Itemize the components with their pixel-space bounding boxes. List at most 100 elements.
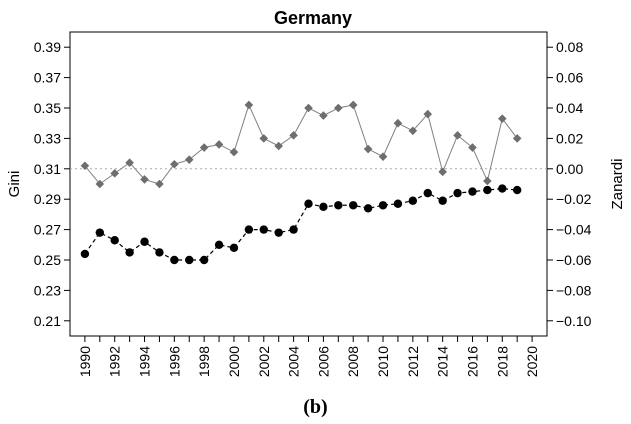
x-tick-label: 1994 xyxy=(137,346,153,377)
left-tick-label: 0.31 xyxy=(34,161,61,177)
gini-data-point xyxy=(95,228,105,237)
gini-data-point xyxy=(199,255,209,265)
gini-data-point xyxy=(483,185,492,195)
zanardi-data-point xyxy=(259,134,269,143)
zanardi-data-point xyxy=(214,140,224,149)
zanardi-data-point xyxy=(170,159,179,169)
right-tick-label: 0.08 xyxy=(556,39,583,55)
gini-data-point xyxy=(214,240,224,249)
zanardi-data-point xyxy=(289,131,298,140)
gini-data-point xyxy=(468,187,477,196)
chart-title: Germany xyxy=(274,8,352,28)
gini-data-point xyxy=(512,185,522,195)
zanardi-data-point xyxy=(512,134,522,143)
x-tick-label: 2010 xyxy=(375,346,391,377)
gini-data-point xyxy=(393,199,403,208)
gini-data-point xyxy=(334,201,343,210)
gini-data-point xyxy=(125,248,134,257)
zanardi-data-point xyxy=(408,126,418,136)
gini-data-point xyxy=(319,202,328,211)
x-tick-label: 2008 xyxy=(345,346,361,377)
zanardi-data-point xyxy=(184,155,194,164)
right-axis-label: Zanardi xyxy=(609,159,626,210)
x-axis: 1990 1992 1994 1996 1998 2000 2002 2004 2006 2008… xyxy=(77,336,540,377)
left-tick-label: 0.29 xyxy=(34,191,61,207)
gini-data-point xyxy=(274,228,283,237)
plot-area-frame xyxy=(69,31,548,337)
series-layer xyxy=(80,100,522,265)
right-tick-label: 0.04 xyxy=(556,100,583,116)
x-tick-label: 2016 xyxy=(464,346,480,377)
zanardi-data-point xyxy=(199,143,209,152)
gini-data-point xyxy=(289,225,298,234)
gini-data-point xyxy=(80,249,90,259)
zanardi-data-point xyxy=(468,143,477,152)
gini-data-point xyxy=(244,225,254,234)
right-tick-label: −0.04 xyxy=(556,222,592,238)
zanardi-data-point xyxy=(334,103,343,113)
right-tick-label: −0.08 xyxy=(556,282,592,298)
zanardi-series-line xyxy=(84,103,518,185)
right-y-axis: −0.10 −0.08 −0.06 −0.04 −0.02 0.00 0.02 0.04 0.0… xyxy=(547,39,592,329)
right-tick-label: 0.02 xyxy=(556,130,583,146)
zanardi-data-point xyxy=(438,167,447,177)
right-tick-label: 0.00 xyxy=(556,161,583,177)
gini-data-point xyxy=(185,255,194,265)
zanardi-data-point xyxy=(274,141,283,151)
zanardi-data-point xyxy=(378,152,388,161)
gini-data-point xyxy=(259,225,268,234)
x-tick-label: 1998 xyxy=(196,346,212,377)
left-tick-label: 0.39 xyxy=(34,39,61,55)
left-axis-label: Gini xyxy=(6,171,23,198)
zanardi-data-point xyxy=(80,161,90,171)
x-tick-label: 1990 xyxy=(77,346,93,377)
gini-data-point xyxy=(438,196,447,205)
gini-data-point xyxy=(110,236,119,245)
x-tick-label: 1996 xyxy=(166,346,182,377)
gini-data-point xyxy=(453,188,462,198)
x-tick-label: 2004 xyxy=(286,346,302,377)
left-tick-label: 0.25 xyxy=(34,252,61,268)
left-y-axis: 0.21 0.23 0.25 0.27 0.29 0.31 0.33 0.35 0.37 0.39 xyxy=(34,39,70,329)
gini-data-point xyxy=(408,196,418,205)
gini-data-point xyxy=(229,243,239,253)
left-tick-label: 0.27 xyxy=(34,222,61,238)
gini-data-point xyxy=(304,199,313,208)
gini-series-line xyxy=(84,187,518,261)
zanardi-data-point xyxy=(155,179,164,189)
gini-data-point xyxy=(363,204,373,213)
zanardi-data-point xyxy=(140,175,149,184)
zanardi-data-point xyxy=(348,100,358,110)
zanardi-data-point xyxy=(319,111,328,120)
zanardi-data-point xyxy=(363,144,373,154)
gini-data-point xyxy=(498,184,507,193)
right-tick-label: −0.10 xyxy=(556,313,592,329)
left-tick-label: 0.33 xyxy=(34,130,61,146)
x-tick-label: 2012 xyxy=(405,346,421,377)
right-tick-label: 0.06 xyxy=(556,70,583,86)
zanardi-data-point xyxy=(244,100,254,110)
figure-caption: (b) xyxy=(303,396,328,418)
gini-data-point xyxy=(155,248,164,257)
x-tick-label: 1992 xyxy=(107,346,123,377)
x-tick-label: 2014 xyxy=(435,346,451,377)
left-tick-label: 0.37 xyxy=(34,70,61,86)
zanardi-data-point xyxy=(229,147,239,157)
zanardi-data-point xyxy=(423,109,433,119)
zanardi-data-point xyxy=(125,158,134,168)
gini-data-point xyxy=(378,201,388,210)
zanardi-data-point xyxy=(453,131,462,140)
x-tick-label: 2000 xyxy=(226,346,242,377)
zanardi-data-point xyxy=(497,114,507,123)
left-tick-label: 0.23 xyxy=(34,282,61,298)
zanardi-data-point xyxy=(483,176,492,186)
left-tick-label: 0.21 xyxy=(34,313,61,329)
gini-data-point xyxy=(170,255,179,265)
zanardi-data-point xyxy=(110,169,120,178)
zanardi-data-point xyxy=(95,179,105,189)
gini-data-point xyxy=(423,188,432,198)
gini-data-point xyxy=(349,201,358,210)
right-tick-label: −0.06 xyxy=(556,252,592,268)
x-tick-label: 2006 xyxy=(315,346,331,377)
